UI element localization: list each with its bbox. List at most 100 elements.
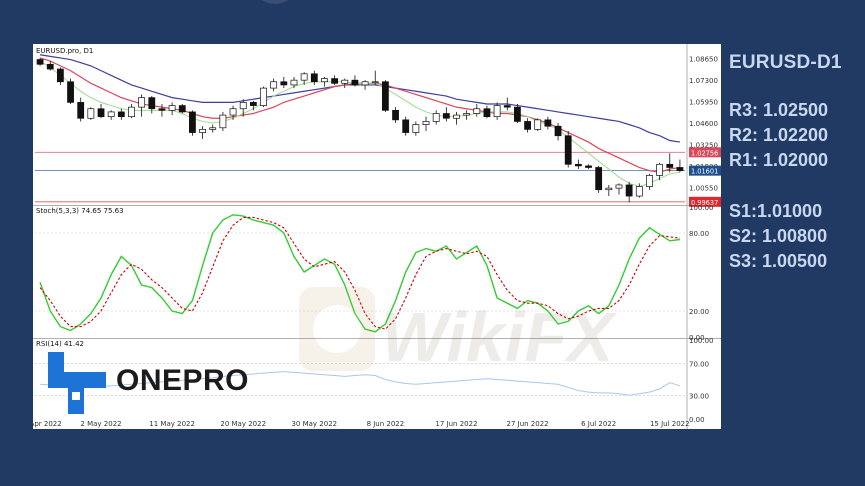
- symbol-title: EURUSD-D1: [729, 52, 842, 73]
- candle-body: [473, 108, 481, 114]
- x-axis-date-label: 20 May 2022: [220, 420, 266, 428]
- candle-body: [635, 186, 643, 197]
- candle-body: [463, 113, 471, 116]
- candle-body: [260, 87, 267, 106]
- candle-body: [605, 187, 613, 191]
- candle-body: [199, 129, 206, 133]
- candle-body: [666, 163, 674, 168]
- candle-body: [46, 63, 54, 70]
- candle-body: [554, 125, 562, 137]
- candle-body: [595, 167, 603, 191]
- chart-canvas: 1.086501.073001.059501.046001.032501.019…: [33, 44, 721, 429]
- candle-body: [158, 108, 166, 111]
- support-s2: S2: 1.00800: [729, 226, 828, 246]
- candle-body: [514, 106, 521, 122]
- support-s1: S1:1.01000: [729, 201, 823, 221]
- candle-body: [412, 124, 420, 133]
- candle-body: [87, 108, 95, 119]
- price-tick-label: 1.04600: [689, 120, 718, 128]
- price-level-label: 1.01601: [691, 168, 718, 176]
- candle-body: [239, 102, 247, 110]
- candle-body: [432, 113, 440, 122]
- candle-body: [351, 79, 359, 86]
- price-tick-label: 1.08650: [689, 56, 718, 64]
- candle-body: [371, 81, 379, 84]
- candle-body: [300, 73, 308, 81]
- rsi-pane-title: RSI(14) 41.42: [36, 340, 84, 348]
- watermark: WikiFX: [293, 279, 623, 399]
- onepro-logo: ONEPRO: [44, 352, 274, 414]
- price-level-tag: [689, 196, 721, 207]
- candle-body: [381, 81, 389, 111]
- candle-body: [585, 165, 592, 168]
- candle-body: [77, 102, 85, 119]
- candle-body: [483, 108, 491, 118]
- price-level-label: 1.02756: [691, 149, 718, 157]
- candle-body: [534, 119, 542, 130]
- price-tick-label: 1.07300: [689, 77, 718, 85]
- candle-body: [138, 97, 146, 108]
- stoch-main-line: [39, 214, 681, 333]
- candle-body: [524, 121, 531, 130]
- price-level-tag: [689, 165, 721, 176]
- rsi-tick-label: 100.00: [689, 337, 714, 345]
- candle-body: [56, 68, 64, 83]
- x-axis-date-label: 2 May 2022: [80, 420, 121, 428]
- candle-body: [422, 121, 430, 125]
- candle-body: [249, 102, 257, 106]
- candle-body: [453, 114, 460, 119]
- x-axis-date-label: 27 Jun 2022: [507, 420, 549, 428]
- candle-body: [107, 111, 115, 118]
- candle-body: [321, 78, 328, 83]
- price-level-tag: [689, 147, 721, 158]
- stoch-tick-label: 80.00: [689, 230, 709, 238]
- candle-body: [361, 81, 369, 86]
- resistance-r3: R3: 1.02500: [729, 100, 829, 120]
- ma-green-line: [39, 60, 680, 188]
- candle-body: [67, 81, 74, 103]
- x-axis-date-label: 17 Jun 2022: [435, 420, 477, 428]
- stoch-pane-title: Stoch(5,3,3) 74.65 75.63: [36, 207, 124, 215]
- candle-body: [290, 79, 298, 86]
- x-axis-date-label: 15 Jul 2022: [650, 420, 690, 428]
- x-axis-date-label: 30 May 2022: [291, 420, 337, 428]
- rsi-tick-label: 0.00: [689, 416, 705, 424]
- x-axis-date-label: 11 May 2022: [149, 420, 195, 428]
- candle-body: [168, 105, 176, 111]
- rsi-tick-label: 70.00: [689, 361, 709, 369]
- watermark-text: WikiFX: [381, 298, 614, 376]
- candle-body: [625, 184, 633, 197]
- decorative-blob: [258, 0, 292, 4]
- price-pane-title: EURUSD.pro, D1: [36, 47, 93, 55]
- candle-body: [148, 97, 156, 110]
- candle-body: [128, 106, 135, 118]
- resistance-r1: R1: 1.02000: [729, 150, 829, 170]
- stoch-tick-label: 0.00: [689, 334, 705, 342]
- stoch-tick-label: 20.00: [689, 308, 709, 316]
- candle-body: [503, 105, 511, 108]
- price-tick-label: 1.00550: [689, 184, 718, 192]
- watermark-emblem-icon: [299, 287, 375, 371]
- candle-body: [564, 135, 572, 165]
- x-axis-date-label: 8 Jun 2022: [367, 420, 405, 428]
- stoch-tick-label: 100.00: [689, 204, 714, 212]
- stoch-signal-line: [39, 216, 680, 330]
- candle-body: [189, 111, 196, 133]
- chart-panel: 1.086501.073001.059501.046001.032501.019…: [33, 44, 721, 429]
- candle-body: [544, 119, 552, 127]
- candle-body: [117, 111, 125, 118]
- candle-body: [219, 114, 227, 129]
- candle-body: [310, 73, 318, 83]
- candle-body: [209, 127, 217, 130]
- candle-body: [331, 78, 339, 84]
- candle-body: [676, 167, 684, 172]
- ma-red-line: [39, 57, 681, 173]
- price-tick-label: 1.05950: [689, 99, 718, 107]
- candle-body: [493, 105, 501, 118]
- candle-body: [97, 108, 105, 118]
- candle-body: [178, 105, 186, 113]
- ma-blue-line: [39, 54, 681, 143]
- x-axis-date-label: 22 Apr 2022: [33, 420, 62, 428]
- rsi-line: [40, 371, 681, 396]
